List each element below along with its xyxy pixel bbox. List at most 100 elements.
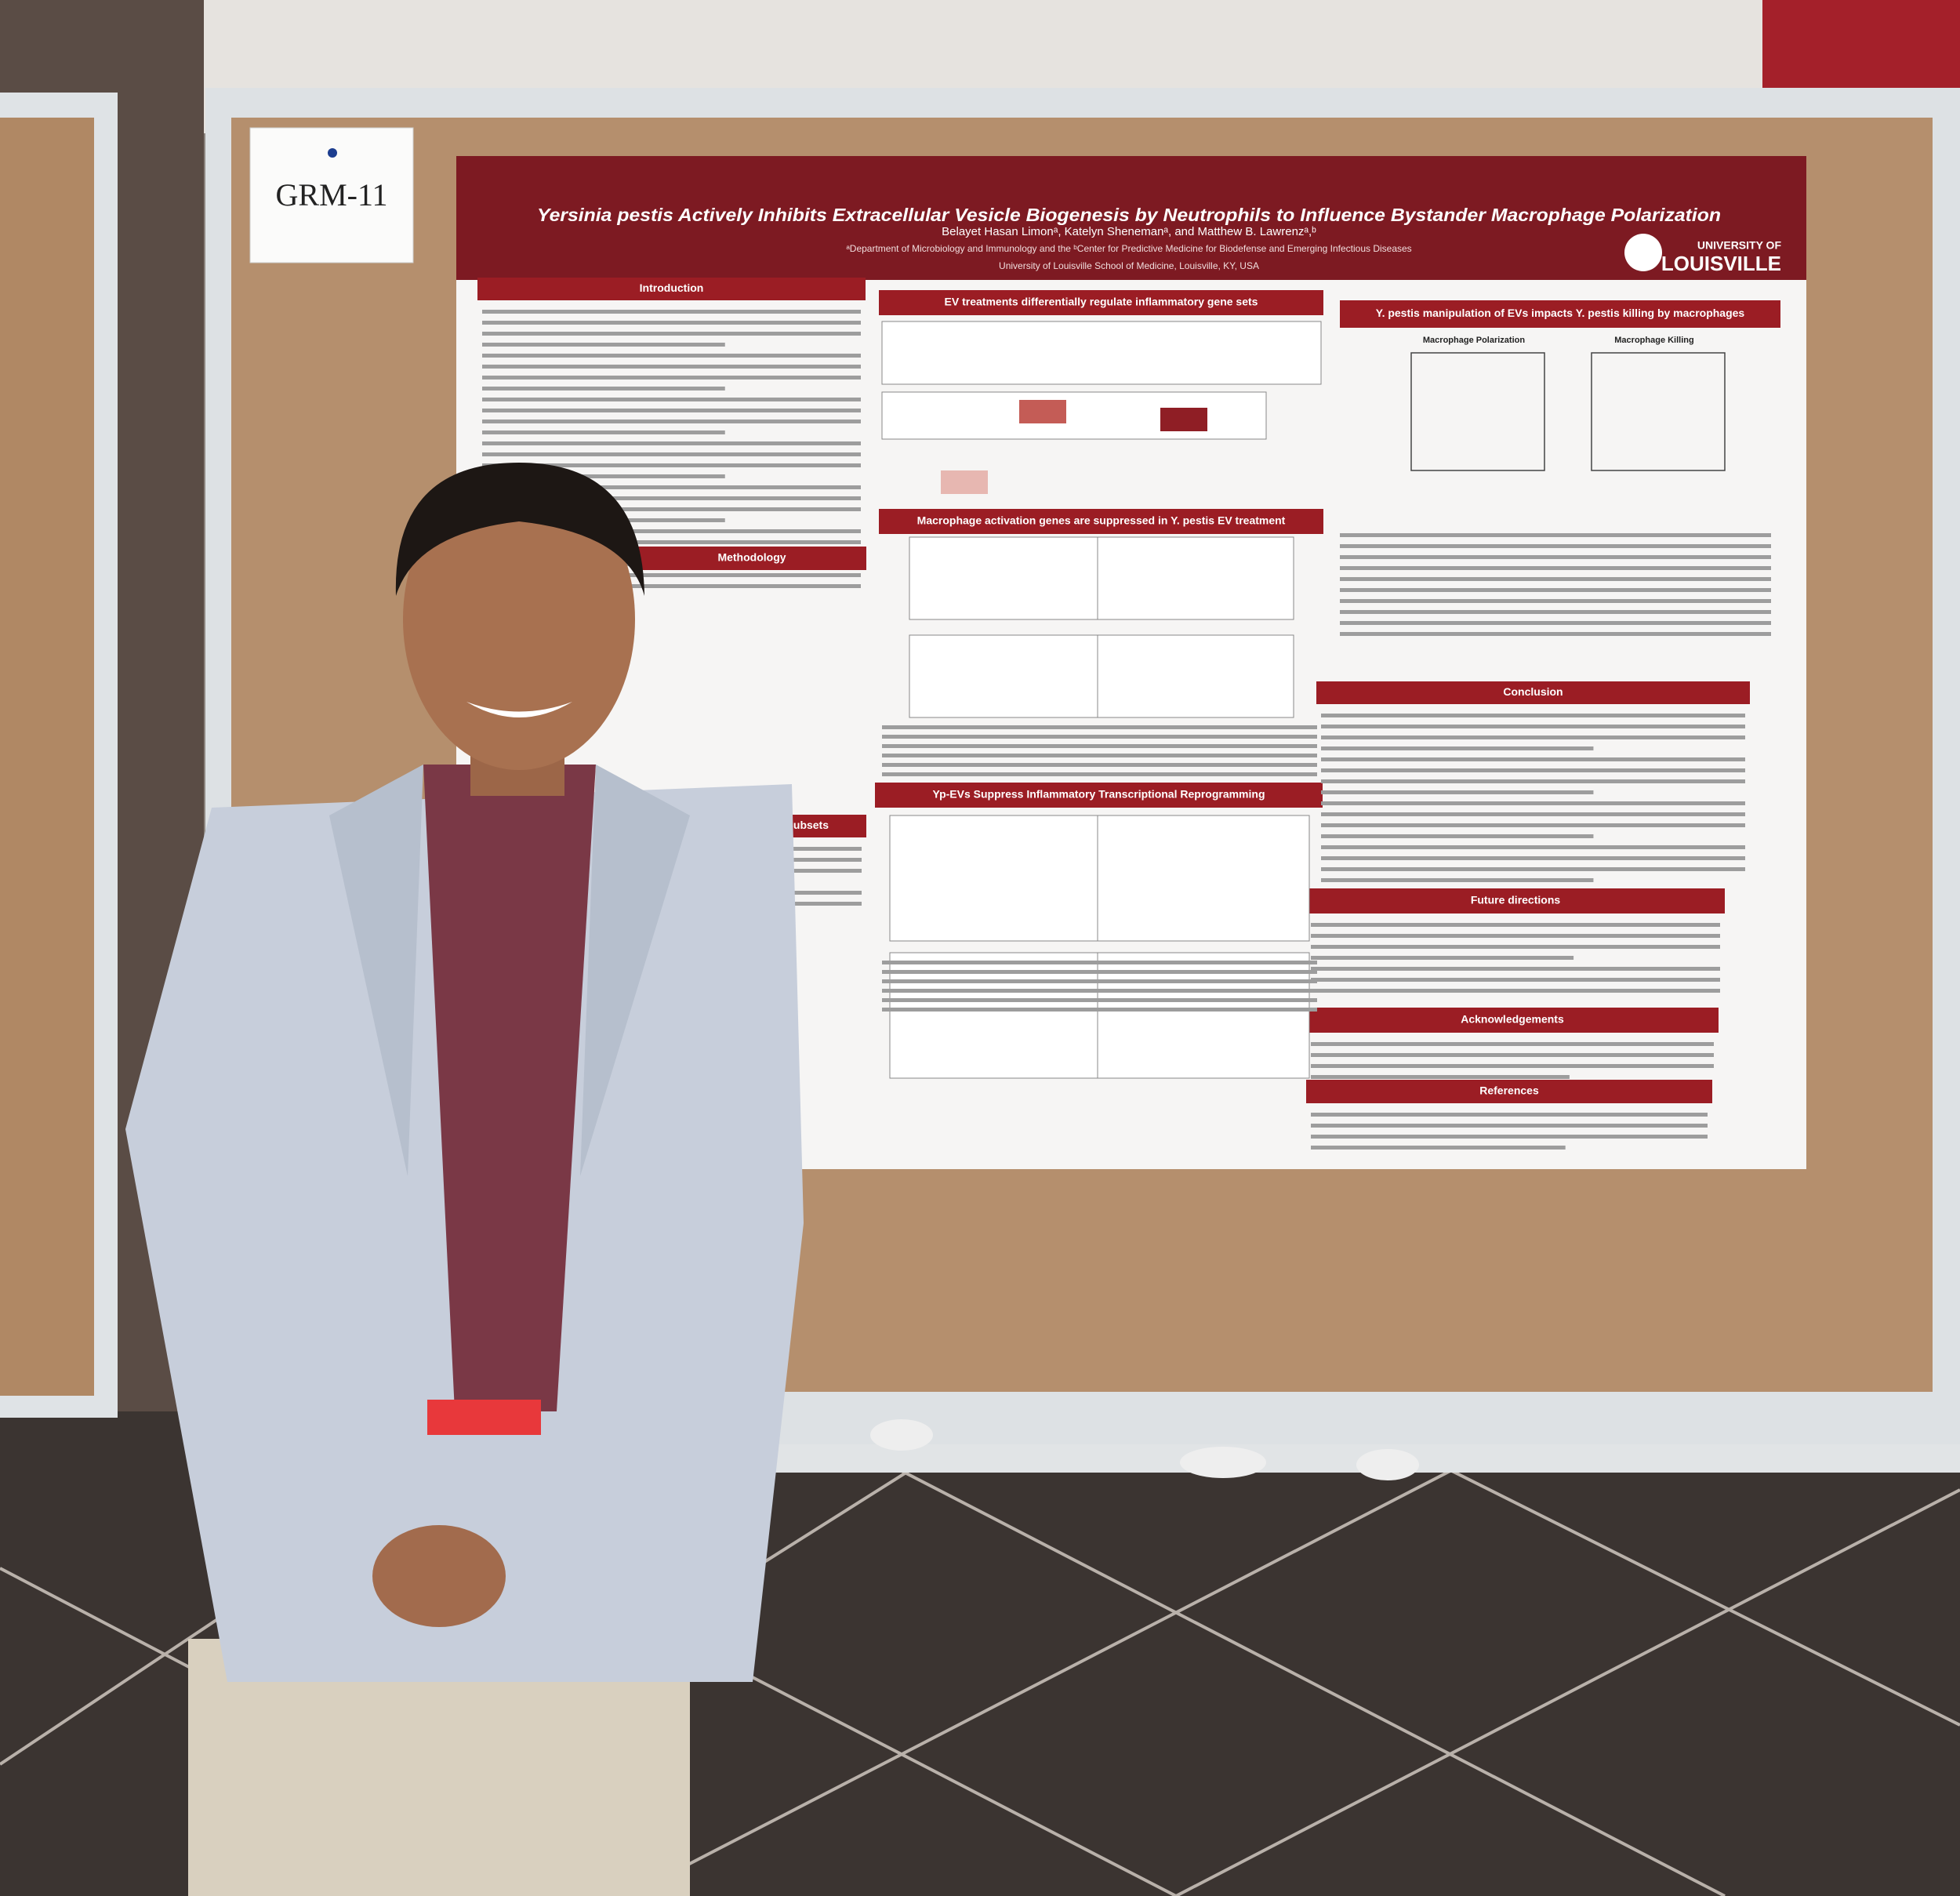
push-pin	[328, 148, 337, 158]
shoe	[1180, 1447, 1266, 1478]
body-text-line	[482, 441, 861, 445]
body-text-line	[482, 387, 725, 390]
body-text-line	[482, 398, 861, 401]
poster-affiliation: ᵃDepartment of Microbiology and Immunolo…	[846, 243, 1411, 254]
body-text-line	[482, 430, 725, 434]
body-text-line	[482, 310, 861, 314]
body-text-line	[482, 463, 861, 467]
hair	[395, 463, 644, 596]
figure-panel	[909, 634, 1106, 718]
body-text-line	[1311, 1113, 1708, 1117]
body-text-line	[882, 970, 1317, 974]
body-text-line	[482, 365, 861, 369]
body-text-line	[1311, 945, 1720, 949]
body-text-line	[1340, 610, 1771, 614]
figure-panel	[881, 321, 1322, 385]
section-header: EV treatments differentially regulate in…	[945, 296, 1258, 308]
logo-top: UNIVERSITY OF	[1697, 239, 1782, 252]
body-text-line	[1311, 1124, 1708, 1128]
lapel	[329, 765, 423, 1176]
shoe	[1356, 1449, 1419, 1480]
red-folder	[427, 1400, 541, 1435]
figure-panel	[1097, 815, 1310, 942]
body-text-line	[1321, 757, 1745, 761]
body-text-line	[1311, 1135, 1708, 1139]
body-text-line	[1340, 566, 1771, 570]
body-text-line	[1321, 801, 1745, 805]
body-text-line	[1311, 1075, 1570, 1079]
section-header-bar	[879, 509, 1323, 534]
shoe	[870, 1419, 933, 1451]
body-text-line	[482, 507, 861, 511]
body-text-line	[1321, 790, 1594, 794]
body-text-line	[1340, 632, 1771, 636]
body-text-line	[882, 979, 1317, 983]
logo-bird	[1624, 234, 1662, 271]
section-header: Introduction	[640, 281, 704, 294]
face	[403, 469, 635, 770]
panel-axes	[1591, 352, 1726, 471]
section-header-bar	[1340, 300, 1780, 328]
body-text-line	[1321, 714, 1745, 717]
body-text-line	[482, 343, 725, 347]
body-text-line	[882, 961, 1317, 964]
body-text-line	[1321, 746, 1594, 750]
heatmap-block	[941, 470, 988, 494]
body-text-line	[1321, 834, 1594, 838]
section-header-bar	[477, 278, 866, 300]
body-text-line	[482, 321, 861, 325]
figure-panel	[909, 536, 1106, 620]
section-header: Future directions	[1471, 894, 1561, 906]
poster-institution: University of Louisville School of Medic…	[999, 260, 1259, 271]
shirt	[423, 765, 596, 1411]
left-board-cork	[0, 118, 94, 1396]
body-text-line	[1321, 779, 1745, 783]
heatmap-block	[1019, 400, 1066, 423]
body-text-line	[882, 998, 1317, 1002]
panel-title: Macrophage Polarization	[1423, 336, 1525, 345]
body-text-line	[482, 452, 861, 456]
body-text-line	[1311, 989, 1720, 993]
figure-panel	[1097, 634, 1294, 718]
hands	[372, 1525, 506, 1627]
section-header-bar	[1316, 681, 1750, 704]
body-text-line	[1311, 1053, 1714, 1057]
body-text-line	[482, 420, 861, 423]
logo: LOUISVILLE	[1661, 252, 1781, 275]
body-text-line	[1311, 934, 1720, 938]
body-text-line	[482, 409, 861, 412]
poster-header	[456, 156, 1806, 280]
section-header-bar	[879, 290, 1323, 315]
body-text-line	[482, 496, 861, 500]
body-text-line	[1311, 923, 1720, 927]
section-header: Acknowledgements	[1461, 1013, 1564, 1026]
panel-axes	[1410, 352, 1545, 471]
body-text-line	[1321, 736, 1745, 739]
section-header: Methodology	[717, 551, 786, 564]
body-text-line	[1340, 621, 1771, 625]
section-header: Yp-EVs Suppress Inflammatory Transcripti…	[933, 788, 1265, 801]
body-text-line	[1321, 856, 1745, 860]
body-text-line	[1321, 812, 1745, 816]
body-text-line	[482, 332, 861, 336]
body-text-line	[1311, 1042, 1714, 1046]
person	[125, 463, 804, 1896]
body-text-line	[882, 725, 1317, 729]
body-text-line	[1340, 599, 1771, 603]
body-text-line	[1311, 967, 1720, 971]
section-header-bar	[1306, 1008, 1719, 1033]
body-text-line	[882, 989, 1317, 993]
lapel	[580, 765, 690, 1176]
body-text-line	[482, 354, 861, 358]
section-header-bar	[1306, 1080, 1712, 1103]
body-text-line	[1321, 823, 1745, 827]
body-text-line	[482, 584, 861, 588]
body-text-line	[1321, 878, 1594, 882]
body-text-line	[482, 485, 861, 489]
section-header: Macrophage activation genes are suppress…	[917, 514, 1286, 527]
body-text-line	[1340, 577, 1771, 581]
body-text-line	[1340, 533, 1771, 537]
poster-authors: Belayet Hasan Limonᵃ, Katelyn Shenemanᵃ,…	[942, 225, 1316, 238]
panel-title: Macrophage Killing	[1614, 336, 1693, 345]
body-text-line	[1311, 1064, 1714, 1068]
